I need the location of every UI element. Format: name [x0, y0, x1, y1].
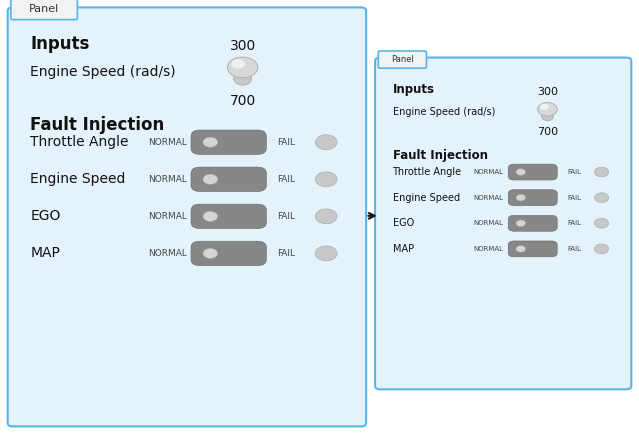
Text: FAIL: FAIL [567, 246, 581, 252]
FancyBboxPatch shape [508, 215, 557, 231]
Text: NORMAL: NORMAL [473, 246, 504, 252]
Circle shape [516, 169, 525, 175]
Text: Engine Speed: Engine Speed [392, 193, 459, 203]
Text: Engine Speed (rad/s): Engine Speed (rad/s) [30, 65, 176, 79]
Ellipse shape [234, 72, 252, 85]
Circle shape [540, 104, 549, 110]
Text: Throttle Angle: Throttle Angle [392, 167, 461, 177]
Text: Fault Injection: Fault Injection [392, 149, 488, 162]
Text: 300: 300 [537, 87, 558, 97]
Text: Panel: Panel [391, 55, 414, 64]
Text: 700: 700 [229, 94, 256, 108]
Text: Throttle Angle: Throttle Angle [30, 135, 128, 149]
Text: NORMAL: NORMAL [148, 249, 187, 258]
FancyBboxPatch shape [8, 7, 366, 426]
Text: Panel: Panel [29, 4, 59, 14]
Text: NORMAL: NORMAL [473, 194, 504, 201]
Circle shape [203, 137, 218, 147]
Text: Fault Injection: Fault Injection [30, 116, 164, 134]
Circle shape [231, 59, 245, 68]
Circle shape [203, 174, 218, 184]
Circle shape [316, 172, 337, 187]
Text: FAIL: FAIL [567, 169, 581, 175]
Text: NORMAL: NORMAL [473, 220, 504, 226]
Circle shape [594, 218, 609, 228]
FancyBboxPatch shape [191, 204, 266, 228]
FancyBboxPatch shape [508, 241, 557, 257]
Text: EGO: EGO [392, 218, 414, 228]
Circle shape [594, 167, 609, 177]
Text: 700: 700 [537, 127, 558, 137]
Text: MAP: MAP [392, 244, 413, 254]
Circle shape [516, 194, 525, 201]
Text: Inputs: Inputs [392, 83, 435, 96]
Circle shape [316, 209, 337, 224]
Text: FAIL: FAIL [567, 220, 581, 226]
Text: EGO: EGO [30, 209, 61, 223]
Text: FAIL: FAIL [277, 249, 295, 258]
Text: Engine Speed (rad/s): Engine Speed (rad/s) [392, 107, 495, 117]
FancyBboxPatch shape [191, 130, 266, 154]
Text: Engine Speed: Engine Speed [30, 172, 126, 186]
Circle shape [537, 102, 557, 116]
Text: NORMAL: NORMAL [473, 169, 504, 175]
Text: NORMAL: NORMAL [148, 212, 187, 221]
Circle shape [203, 249, 218, 259]
Text: FAIL: FAIL [277, 138, 295, 147]
Circle shape [203, 211, 218, 221]
FancyBboxPatch shape [508, 164, 557, 180]
Circle shape [316, 135, 337, 150]
FancyBboxPatch shape [508, 190, 557, 206]
Text: Inputs: Inputs [30, 35, 89, 53]
Circle shape [516, 220, 525, 227]
Circle shape [316, 246, 337, 261]
Circle shape [594, 193, 609, 202]
Text: 300: 300 [229, 40, 256, 54]
Text: FAIL: FAIL [277, 175, 295, 184]
FancyBboxPatch shape [191, 167, 266, 191]
Text: NORMAL: NORMAL [148, 175, 187, 184]
FancyBboxPatch shape [11, 0, 77, 20]
Text: NORMAL: NORMAL [148, 138, 187, 147]
FancyBboxPatch shape [378, 51, 426, 68]
Text: FAIL: FAIL [277, 212, 295, 221]
Ellipse shape [542, 112, 553, 121]
Circle shape [594, 244, 609, 254]
Circle shape [516, 245, 525, 252]
FancyBboxPatch shape [375, 58, 631, 389]
Circle shape [227, 57, 258, 78]
Text: MAP: MAP [30, 246, 60, 260]
Text: FAIL: FAIL [567, 194, 581, 201]
FancyBboxPatch shape [191, 241, 266, 266]
